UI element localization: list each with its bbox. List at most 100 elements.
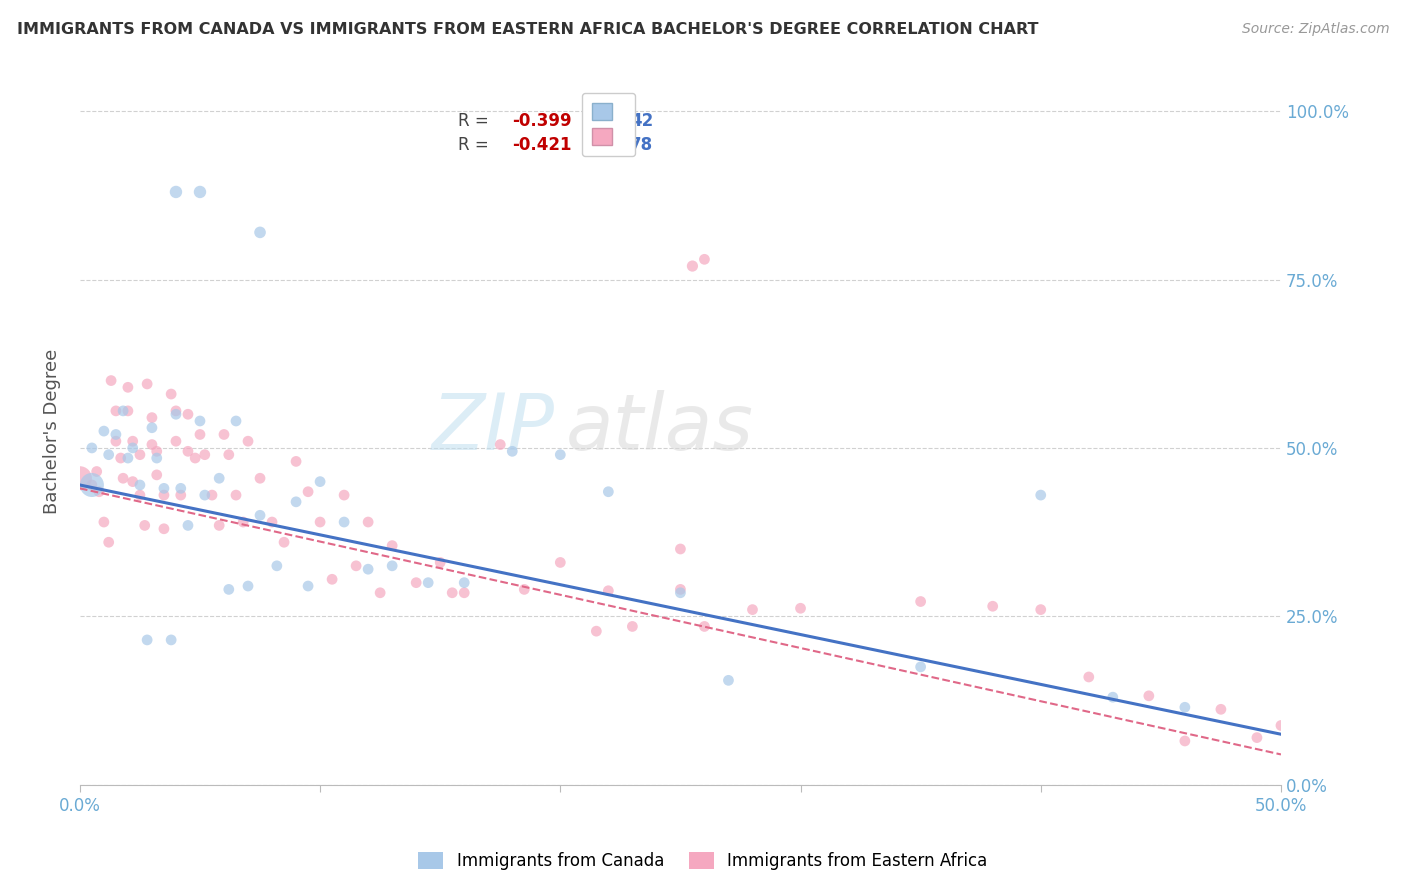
Point <box>165 434 187 449</box>
Text: N =: N = <box>578 112 626 130</box>
Point <box>501 444 523 458</box>
Text: 42: 42 <box>630 112 654 130</box>
Point <box>368 586 391 600</box>
Point <box>1270 718 1292 732</box>
Point <box>309 515 332 529</box>
Point <box>208 471 231 485</box>
Point <box>1282 723 1305 738</box>
Point <box>86 465 108 479</box>
Point <box>429 556 451 570</box>
Point <box>170 488 193 502</box>
Y-axis label: Bachelor's Degree: Bachelor's Degree <box>44 349 60 514</box>
Point <box>1077 670 1099 684</box>
Point <box>208 518 231 533</box>
Point <box>112 404 135 418</box>
Point <box>285 495 308 509</box>
Point <box>598 484 620 499</box>
Point <box>585 624 607 639</box>
Point <box>97 448 120 462</box>
Point <box>69 471 91 485</box>
Point <box>121 475 143 489</box>
Point <box>188 427 211 442</box>
Point <box>333 515 356 529</box>
Point <box>212 427 235 442</box>
Point <box>201 488 224 502</box>
Point <box>1101 690 1123 705</box>
Point <box>121 441 143 455</box>
Point <box>693 619 716 633</box>
Point <box>141 437 163 451</box>
Point <box>184 451 207 466</box>
Point <box>160 387 183 401</box>
Point <box>188 414 211 428</box>
Point <box>550 448 572 462</box>
Legend: Immigrants from Canada, Immigrants from Eastern Africa: Immigrants from Canada, Immigrants from … <box>412 845 994 877</box>
Point <box>165 185 187 199</box>
Point <box>236 434 259 449</box>
Point <box>381 539 404 553</box>
Point <box>717 673 740 688</box>
Point <box>249 508 271 523</box>
Point <box>80 441 103 455</box>
Point <box>80 478 103 492</box>
Point <box>170 481 193 495</box>
Point <box>357 515 380 529</box>
Point <box>117 451 139 466</box>
Point <box>145 467 167 482</box>
Point <box>381 558 404 573</box>
Point <box>297 579 319 593</box>
Point <box>80 478 103 492</box>
Point <box>145 451 167 466</box>
Point <box>297 484 319 499</box>
Point <box>669 582 692 597</box>
Point <box>218 582 240 597</box>
Text: Source: ZipAtlas.com: Source: ZipAtlas.com <box>1241 22 1389 37</box>
Point <box>489 437 512 451</box>
Point <box>129 448 152 462</box>
Point <box>693 252 716 267</box>
Point <box>285 454 308 468</box>
Point <box>145 444 167 458</box>
Point <box>249 471 271 485</box>
Point <box>1174 734 1197 748</box>
Point <box>117 404 139 418</box>
Point <box>513 582 536 597</box>
Point <box>232 515 254 529</box>
Point <box>117 380 139 394</box>
Point <box>129 478 152 492</box>
Text: 78: 78 <box>630 136 654 153</box>
Point <box>981 599 1004 614</box>
Point <box>344 558 367 573</box>
Legend: , : , <box>582 93 636 156</box>
Point <box>910 660 932 674</box>
Point <box>789 601 811 615</box>
Point <box>104 427 127 442</box>
Point <box>1029 602 1052 616</box>
Point <box>309 475 332 489</box>
Point <box>225 414 247 428</box>
Point <box>177 518 200 533</box>
Point <box>136 376 159 391</box>
Point <box>93 515 115 529</box>
Point <box>669 586 692 600</box>
Point <box>165 404 187 418</box>
Point <box>112 471 135 485</box>
Point <box>333 488 356 502</box>
Point <box>160 632 183 647</box>
Text: R =: R = <box>458 112 495 130</box>
Point <box>218 448 240 462</box>
Text: -0.421: -0.421 <box>512 136 572 153</box>
Point <box>1137 689 1160 703</box>
Point <box>188 185 211 199</box>
Point <box>141 421 163 435</box>
Point <box>104 404 127 418</box>
Point <box>260 515 283 529</box>
Point <box>225 488 247 502</box>
Point <box>194 488 217 502</box>
Text: -0.399: -0.399 <box>512 112 572 130</box>
Point <box>1246 731 1268 745</box>
Text: N =: N = <box>578 136 626 153</box>
Point <box>273 535 295 549</box>
Point <box>141 410 163 425</box>
Point <box>669 541 692 556</box>
